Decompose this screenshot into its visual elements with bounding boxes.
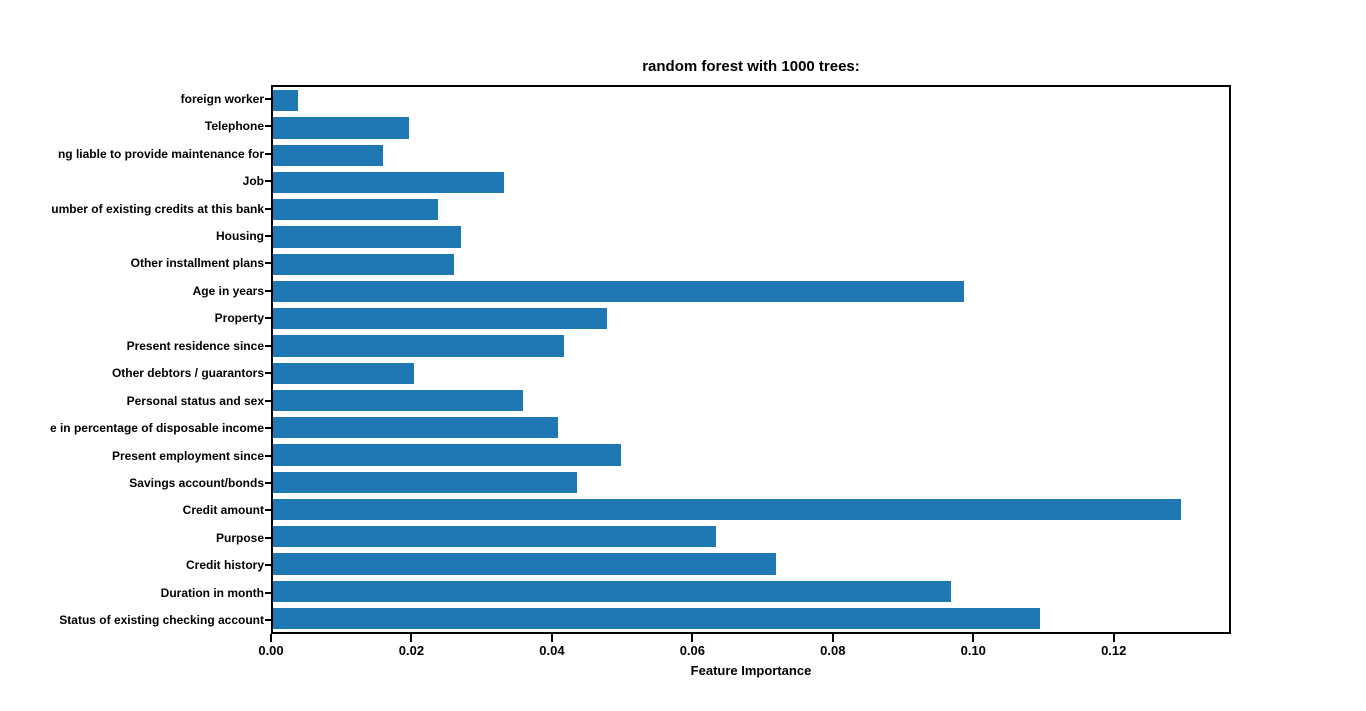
bar bbox=[273, 553, 776, 575]
bar-row bbox=[273, 441, 1229, 468]
bar bbox=[273, 90, 299, 112]
bars-container bbox=[273, 87, 1229, 632]
y-tick-mark bbox=[265, 509, 271, 512]
y-tick-mark bbox=[265, 207, 271, 210]
bar bbox=[273, 117, 410, 139]
y-tick-mark bbox=[265, 125, 271, 128]
y-tick-label: Other debtors / guarantors bbox=[111, 366, 264, 381]
bar-row bbox=[273, 469, 1229, 496]
x-axis-label: Feature Importance bbox=[690, 663, 812, 678]
bar bbox=[273, 389, 523, 411]
y-tick-label: Credit history bbox=[185, 558, 264, 573]
bar bbox=[273, 362, 414, 384]
y-tick-label: Personal status and sex bbox=[126, 393, 264, 408]
bar-row bbox=[273, 550, 1229, 577]
bar bbox=[273, 444, 622, 466]
y-tick-mark bbox=[265, 454, 271, 457]
bar-row bbox=[273, 578, 1229, 605]
y-tick-label: Purpose bbox=[215, 530, 264, 545]
y-tick-label: Status of existing checking account bbox=[59, 613, 264, 628]
bar-row bbox=[273, 414, 1229, 441]
bar bbox=[273, 199, 439, 221]
x-tick-label: 0.04 bbox=[539, 643, 565, 658]
bar bbox=[273, 171, 505, 193]
y-tick-label: Housing bbox=[216, 228, 264, 243]
x-tick-label: 0.10 bbox=[960, 643, 986, 658]
y-tick-mark bbox=[265, 564, 271, 567]
bar bbox=[273, 580, 951, 602]
y-tick-label: foreign worker bbox=[180, 91, 264, 106]
bar-row bbox=[273, 196, 1229, 223]
x-tick-mark bbox=[270, 634, 272, 642]
bar-row bbox=[273, 114, 1229, 141]
x-tick-mark bbox=[691, 634, 694, 642]
bar bbox=[273, 144, 383, 166]
bar-row bbox=[273, 605, 1229, 632]
x-tick-label: 0.02 bbox=[398, 643, 425, 658]
x-tick-label: 0.08 bbox=[820, 643, 846, 658]
y-tick-label: ng liable to provide maintenance for bbox=[57, 146, 264, 161]
y-tick-label: Duration in month bbox=[160, 585, 264, 600]
y-tick-label: Present residence since bbox=[126, 338, 264, 353]
y-tick-mark bbox=[265, 234, 271, 237]
x-tick-mark bbox=[972, 634, 975, 642]
x-tick-label: 0.12 bbox=[1101, 643, 1127, 658]
y-tick-mark bbox=[265, 344, 271, 347]
bar-row bbox=[273, 87, 1229, 114]
x-tick-label: 0.06 bbox=[679, 643, 706, 658]
x-tick-mark bbox=[1112, 634, 1115, 642]
y-tick-mark bbox=[265, 372, 271, 375]
y-tick-mark bbox=[265, 289, 271, 292]
bar-row bbox=[273, 332, 1229, 359]
bar bbox=[273, 280, 964, 302]
bar bbox=[273, 417, 558, 439]
y-tick-mark bbox=[265, 399, 271, 402]
plot-area bbox=[271, 85, 1231, 634]
y-tick-label: Present employment since bbox=[111, 448, 264, 463]
bar-row bbox=[273, 223, 1229, 250]
bar-row bbox=[273, 169, 1229, 196]
y-tick-label: Job bbox=[242, 174, 264, 189]
y-tick-mark bbox=[265, 482, 271, 485]
bar bbox=[273, 498, 1181, 520]
y-tick-mark bbox=[265, 619, 271, 622]
chart-title: random forest with 1000 trees: bbox=[642, 58, 860, 75]
bar-row bbox=[273, 496, 1229, 523]
y-tick-label: Property bbox=[214, 311, 264, 326]
y-tick-label: Savings account/bonds bbox=[129, 476, 264, 491]
y-tick-mark bbox=[265, 536, 271, 539]
bar bbox=[273, 526, 716, 548]
bar bbox=[273, 607, 1041, 629]
y-tick-mark bbox=[265, 180, 271, 183]
y-tick-mark bbox=[265, 262, 271, 265]
y-tick-label: Credit amount bbox=[182, 503, 264, 518]
y-tick-mark bbox=[265, 97, 271, 100]
bar-row bbox=[273, 360, 1229, 387]
y-tick-mark bbox=[265, 317, 271, 320]
y-tick-label: e in percentage of disposable income bbox=[49, 421, 264, 436]
y-tick-label: Other installment plans bbox=[130, 256, 264, 271]
x-tick-mark bbox=[831, 634, 834, 642]
y-tick-label: umber of existing credits at this bank bbox=[51, 201, 264, 216]
bar-row bbox=[273, 142, 1229, 169]
bar-row bbox=[273, 251, 1229, 278]
bar bbox=[273, 335, 564, 357]
bar-row bbox=[273, 305, 1229, 332]
x-tick-mark bbox=[410, 634, 413, 642]
bar-row bbox=[273, 278, 1229, 305]
bar bbox=[273, 253, 455, 275]
y-tick-mark bbox=[265, 427, 271, 430]
bar bbox=[273, 471, 578, 493]
x-tick-label: 0.00 bbox=[258, 643, 284, 658]
y-tick-label: Age in years bbox=[192, 283, 264, 298]
bar-row bbox=[273, 523, 1229, 550]
y-tick-mark bbox=[265, 152, 271, 155]
bar bbox=[273, 308, 608, 330]
x-tick-mark bbox=[550, 634, 553, 642]
y-tick-mark bbox=[265, 591, 271, 594]
bar bbox=[273, 226, 462, 248]
bar-row bbox=[273, 387, 1229, 414]
y-tick-label: Telephone bbox=[204, 119, 264, 134]
